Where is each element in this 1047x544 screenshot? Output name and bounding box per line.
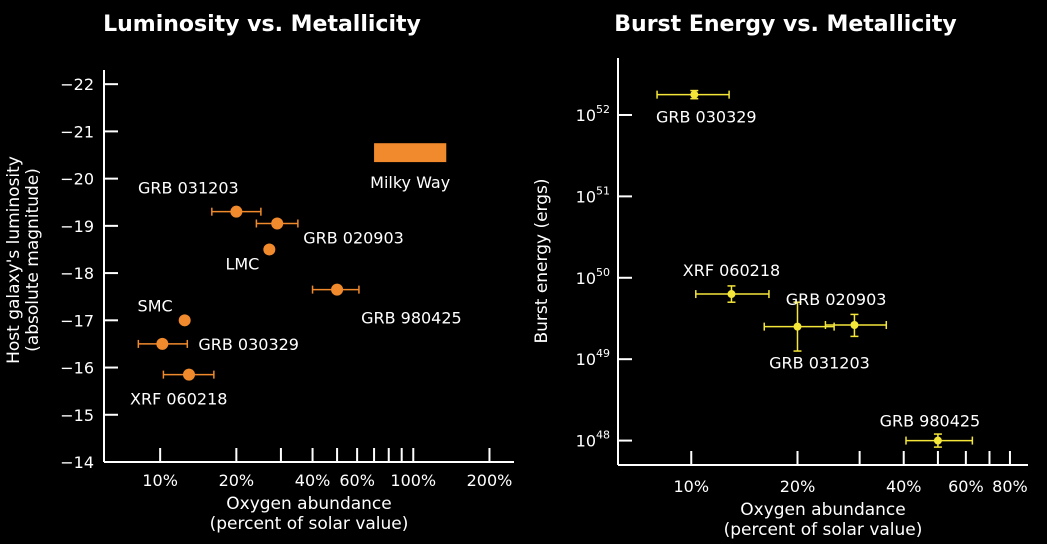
luminosity-chart-plot: −14 −15 −16 −17 −18 −19 −20 −21 −22 10% 20% 40% 60% 1… [60,70,514,490]
x-tick-label: 100% [390,471,436,490]
x-tick-label: 10% [142,471,178,490]
data-point [271,217,284,230]
burst-energy-chart-plot: 1048 1049 1050 1051 1052 10% 20% 40% 60% 80% GRB 0… [576,58,1028,496]
data-point [850,320,859,329]
y-tick-label: 1048 [576,429,610,451]
milky-way-band [374,143,447,163]
chart-title: Luminosity vs. Metallicity [103,12,421,37]
y-tick-label: −22 [60,75,94,94]
x-tick-label: 20% [219,471,255,490]
data-point-label: GRB 980425 [880,412,981,431]
y-tick-label: −21 [60,122,94,141]
data-point-label: GRB 030329 [656,108,757,127]
milky-way-label: Milky Way [370,173,450,192]
burst-energy-chart-panel: Burst Energy vs. Metallicity 1048 1049 105… [524,0,1047,544]
y-tick-label: −14 [60,453,94,472]
y-tick-label: 1049 [576,347,610,369]
x-tick-label: 20% [780,477,816,496]
y-tick-label: −17 [60,311,94,330]
data-point-label: GRB 020903 [303,228,404,247]
data-point [178,314,191,327]
data-point [727,290,736,299]
x-axis-label-line1: Oxygen abundance [226,494,392,514]
data-point-label: SMC [138,296,173,315]
data-point [933,436,942,445]
x-tick-label: 10% [673,477,709,496]
y-axis-label: Host galaxy's luminosity (absolute magni… [4,140,45,380]
y-tick-label: −18 [60,264,94,283]
x-tick-label: 60% [948,477,984,496]
luminosity-chart-panel: Luminosity vs. Metallicity −14 −15 −16 −17−… [4,12,514,534]
x-axis-label: Oxygen abundance (percent of solar value… [618,500,1028,540]
y-axis-label: Burst energy (ergs) [532,178,552,344]
x-axis-label-line2: (percent of solar value) [723,520,923,540]
y-tick-label: −16 [60,359,94,378]
y-axis-label-line2: (absolute magnitude) [23,168,43,352]
data-point [230,205,243,218]
data-point-label: GRB 031203 [138,179,239,198]
x-tick-label: 40% [886,477,922,496]
y-tick-label: 1052 [576,103,610,125]
data-point-label: GRB 020903 [786,290,887,309]
chart-title: Burst Energy vs. Metallicity [614,12,957,37]
x-axis-label: Oxygen abundance (percent of solar value… [104,494,514,534]
x-tick-label: 80% [992,477,1028,496]
x-tick-label: 40% [295,471,331,490]
data-point [182,368,195,381]
data-point-label: XRF 060218 [130,390,227,409]
x-tick-label: 200% [467,471,513,490]
x-axis-label-line1: Oxygen abundance [740,500,906,520]
x-tick-label: 60% [339,471,375,490]
y-tick-label: 1050 [576,266,610,288]
x-axis-label-line2: (percent of solar value) [209,514,409,534]
y-tick-label: −19 [60,217,94,236]
data-point-label: GRB 031203 [769,354,870,373]
data-point-label: GRB 030329 [198,335,299,354]
y-tick-label: −15 [60,406,94,425]
y-tick-label: 1051 [576,184,610,206]
data-point [793,322,802,331]
data-point [156,337,169,350]
data-point-label: GRB 980425 [361,309,462,328]
data-point [690,90,699,99]
data-point-label: LMC [225,254,259,273]
data-point-label: XRF 060218 [683,261,780,280]
y-axis-label-line1: Host galaxy's luminosity [4,156,24,364]
data-point [263,243,276,256]
data-point [331,283,344,296]
y-tick-label: −20 [60,170,94,189]
